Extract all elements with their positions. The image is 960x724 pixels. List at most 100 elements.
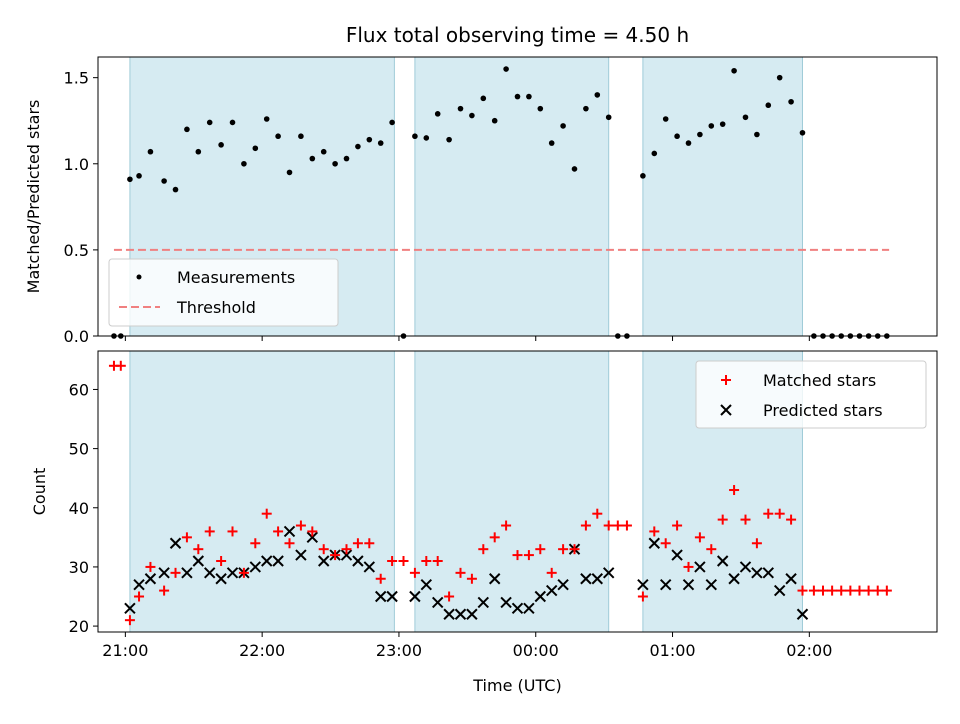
matched-point [364, 538, 375, 549]
measurement-point [469, 112, 475, 119]
predicted-point [637, 578, 649, 591]
matched-point [145, 561, 156, 572]
x-tick-label: 22:00 [239, 641, 285, 660]
measurement-point [377, 140, 384, 146]
predicted-point-b [659, 578, 672, 591]
predicted-point-b [716, 555, 729, 567]
measurement-point [286, 169, 293, 176]
predicted-point [133, 578, 145, 591]
bottom-x-ticks: 21:00 22:00 23:00 00:00 01:00 02:00 [102, 632, 832, 660]
predicted-point [557, 578, 569, 591]
bottom-band-2 [414, 350, 610, 633]
measurement-point [571, 166, 578, 172]
measurement-point [457, 105, 464, 112]
measurement-point [719, 121, 726, 127]
predicted-point-b [671, 549, 683, 561]
measurement-point [298, 133, 304, 140]
predicted-point-b [762, 567, 774, 579]
predicted-point-b [363, 561, 376, 573]
measurement-point [184, 126, 190, 133]
measurement-point [434, 111, 441, 117]
matched-point [409, 567, 420, 578]
predicted-point-b [261, 555, 273, 567]
bottom-y-axis-label: Count [30, 468, 49, 516]
predicted-point-b [133, 578, 145, 591]
predicted-point [226, 567, 239, 579]
predicted-point [523, 602, 535, 615]
predicted-point [261, 555, 273, 567]
matched-point [193, 544, 204, 555]
predicted-point [694, 561, 706, 573]
top-x-ticks [124, 336, 810, 341]
predicted-point-b [477, 596, 490, 609]
measurement-point [423, 135, 430, 141]
measurement-point [697, 131, 703, 138]
bottom-panel: 20 30 40 50 60 21:00 22:00 23:00 00:00 01:00 02:0… [30, 350, 938, 695]
matched-point [863, 585, 874, 596]
predicted-point-b [796, 608, 809, 620]
matched-point [836, 585, 847, 596]
x-axis-label: Time (UTC) [472, 676, 561, 695]
matched-point [612, 520, 623, 531]
predicted-point-b [739, 561, 752, 573]
predicted-point [340, 549, 353, 561]
top-y-tick-label: 1.0 [64, 155, 89, 174]
matched-point [227, 526, 238, 537]
measurement-point [731, 67, 737, 74]
matched-point [827, 585, 838, 596]
measurement-point [583, 105, 589, 112]
measurement-point [788, 98, 794, 105]
matched-point [170, 567, 181, 578]
predicted-point-b [306, 531, 319, 544]
bottom-legend: Matched stars Predicted stars [695, 360, 927, 429]
matched-point [489, 532, 500, 543]
measurement-point [252, 145, 259, 152]
predicted-point-b [352, 555, 364, 567]
matched-point [729, 485, 740, 496]
predicted-point-b [249, 561, 262, 573]
predicted-point-b [648, 537, 661, 549]
measurement-point [742, 114, 749, 121]
matched-point [683, 561, 694, 572]
x-tick-label: 00:00 [513, 641, 559, 660]
predicted-point [363, 561, 376, 573]
top-panel: 0.0 0.5 1.0 1.5 Flux total observing time =… [24, 23, 938, 346]
measurement-point [537, 105, 544, 112]
predicted-point [352, 555, 364, 567]
predicted-point-b [488, 573, 501, 585]
bottom-axes-frame [97, 350, 938, 633]
bottom-y-tick-label: 30 [69, 558, 89, 577]
predicted-point-b [386, 590, 398, 603]
matched-point [872, 585, 883, 596]
predicted-point-b [169, 537, 182, 549]
predicted-point [477, 596, 490, 609]
predicted-point [659, 578, 672, 591]
predicted-point [545, 584, 558, 597]
legend-predicted-label: Predicted stars [763, 401, 883, 420]
predicted-point [192, 555, 205, 567]
matched-point [307, 526, 318, 537]
predicted-point [796, 608, 809, 620]
predicted-point [144, 573, 157, 585]
measurement-point [229, 119, 236, 126]
measurement-point [412, 133, 418, 140]
predicted-point-b [272, 555, 284, 567]
matched-point [341, 544, 352, 555]
predicted-point-b [500, 596, 512, 609]
predicted-point-b [409, 590, 421, 603]
predicted-point-b [204, 567, 216, 579]
matched-point [603, 520, 614, 531]
matched-point [751, 538, 762, 549]
matched-point [797, 585, 808, 596]
measurement-point [320, 148, 327, 155]
measurement-point [605, 114, 612, 121]
matched-point [398, 556, 409, 567]
matched-point [238, 567, 249, 578]
measurement-point [275, 133, 281, 140]
top-y-axis-label: Matched/Predicted stars [24, 100, 43, 294]
measurement-point [640, 173, 646, 179]
x-tick-label: 02:00 [786, 641, 832, 660]
predicted-point [762, 567, 774, 579]
measurement-point [662, 116, 669, 122]
matched-point [592, 508, 603, 519]
